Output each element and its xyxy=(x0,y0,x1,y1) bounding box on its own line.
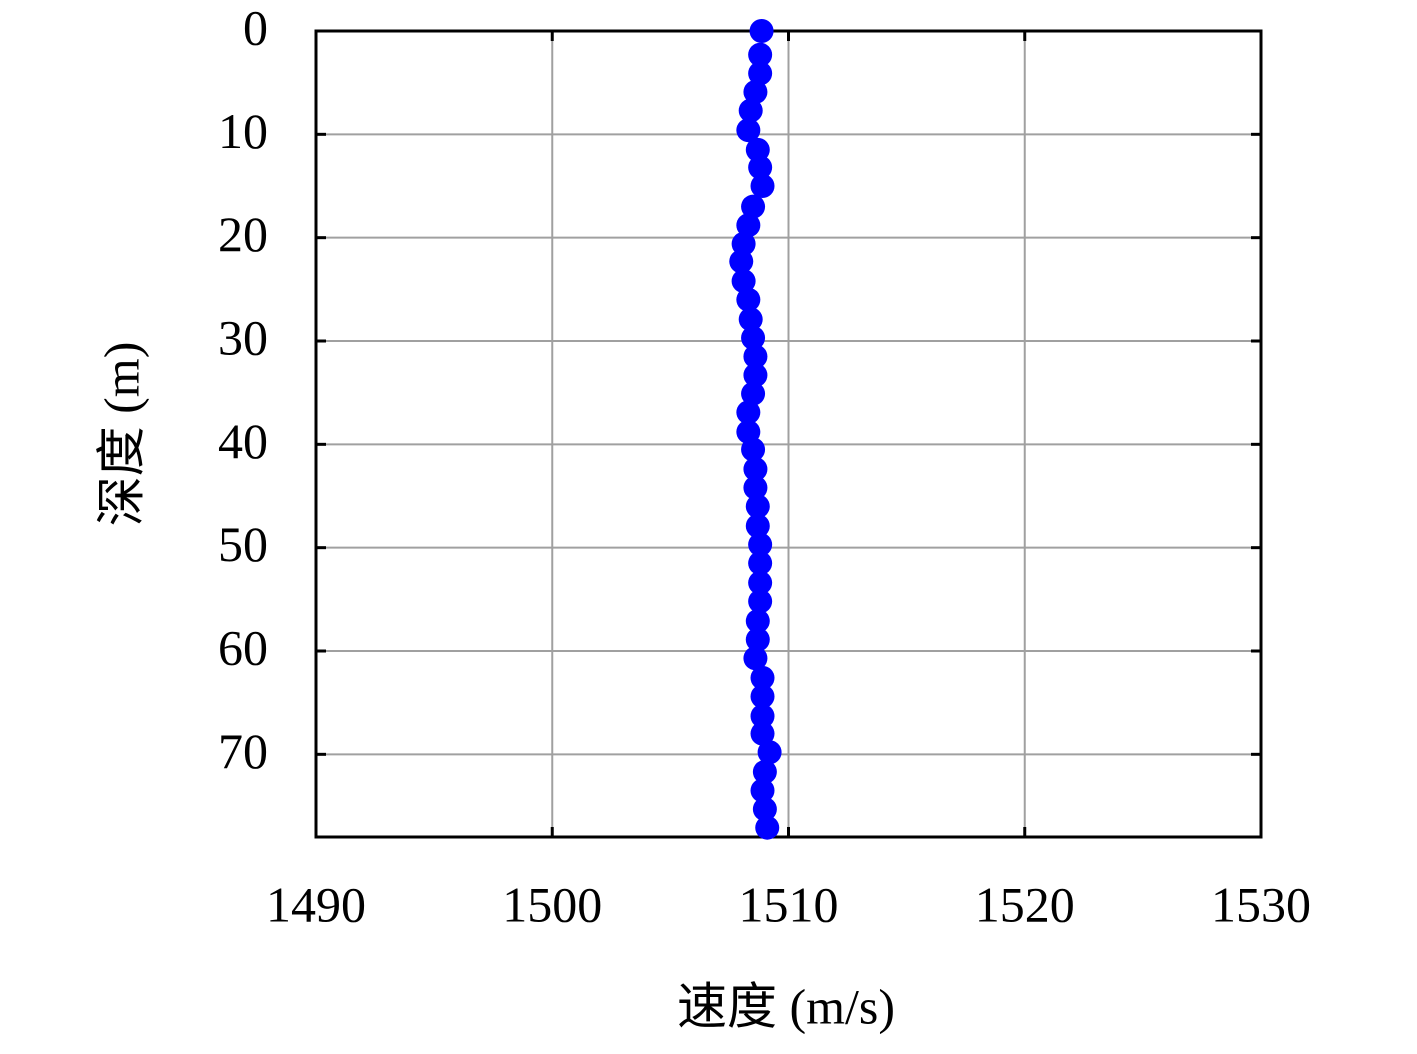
data-point xyxy=(745,137,770,162)
data-point xyxy=(748,551,773,576)
data-point xyxy=(736,118,761,143)
x-axis-label: 速度 (m/s) xyxy=(677,978,895,1034)
data-point xyxy=(750,704,775,729)
data-point xyxy=(752,797,777,822)
data-point xyxy=(748,155,773,180)
data-point xyxy=(750,778,775,803)
y-axis-label: 深度 (m) xyxy=(93,342,149,527)
data-point xyxy=(741,381,766,406)
x-tick-label: 1530 xyxy=(1211,876,1311,932)
data-point xyxy=(736,400,761,425)
y-tick-label: 0 xyxy=(243,0,268,55)
data-point xyxy=(748,532,773,557)
data-point xyxy=(750,665,775,690)
x-tick-label: 1510 xyxy=(739,876,839,932)
plot-frame xyxy=(314,29,1263,839)
data-point xyxy=(750,684,775,709)
y-tick-label: 10 xyxy=(218,103,268,159)
data-point xyxy=(748,570,773,595)
data-point xyxy=(745,609,770,634)
y-tick-label: 50 xyxy=(218,516,268,572)
x-tick-label: 1490 xyxy=(266,876,366,932)
data-point xyxy=(743,646,768,671)
data-point xyxy=(736,213,761,238)
data-point xyxy=(748,589,773,614)
data-point xyxy=(752,759,777,784)
data-point xyxy=(745,627,770,652)
data-point xyxy=(749,19,774,43)
y-tick-label: 60 xyxy=(218,619,268,675)
data-point xyxy=(743,79,768,104)
data-point xyxy=(741,325,766,350)
data-point xyxy=(738,307,763,332)
data-point xyxy=(745,494,770,519)
data-point xyxy=(743,475,768,500)
data-point xyxy=(741,194,766,219)
data-point xyxy=(729,249,754,274)
data-point xyxy=(757,740,782,765)
data-point xyxy=(745,513,770,538)
data-point xyxy=(741,437,766,462)
y-tick-label: 20 xyxy=(218,206,268,262)
data-point xyxy=(750,721,775,746)
data-point xyxy=(750,174,775,198)
data-point xyxy=(748,61,773,86)
x-tick-label: 1520 xyxy=(975,876,1075,932)
data-point xyxy=(743,457,768,482)
data-point xyxy=(738,98,763,123)
data-point xyxy=(731,269,756,294)
data-point xyxy=(748,42,773,67)
y-tick-label: 70 xyxy=(218,723,268,779)
data-point xyxy=(736,287,761,312)
data-point xyxy=(743,363,768,388)
y-tick-label: 40 xyxy=(218,413,268,469)
x-tick-label: 1500 xyxy=(502,876,602,932)
data-point xyxy=(755,815,780,840)
y-tick-label: 30 xyxy=(218,309,268,365)
data-point xyxy=(743,344,768,369)
data-point xyxy=(731,231,756,256)
